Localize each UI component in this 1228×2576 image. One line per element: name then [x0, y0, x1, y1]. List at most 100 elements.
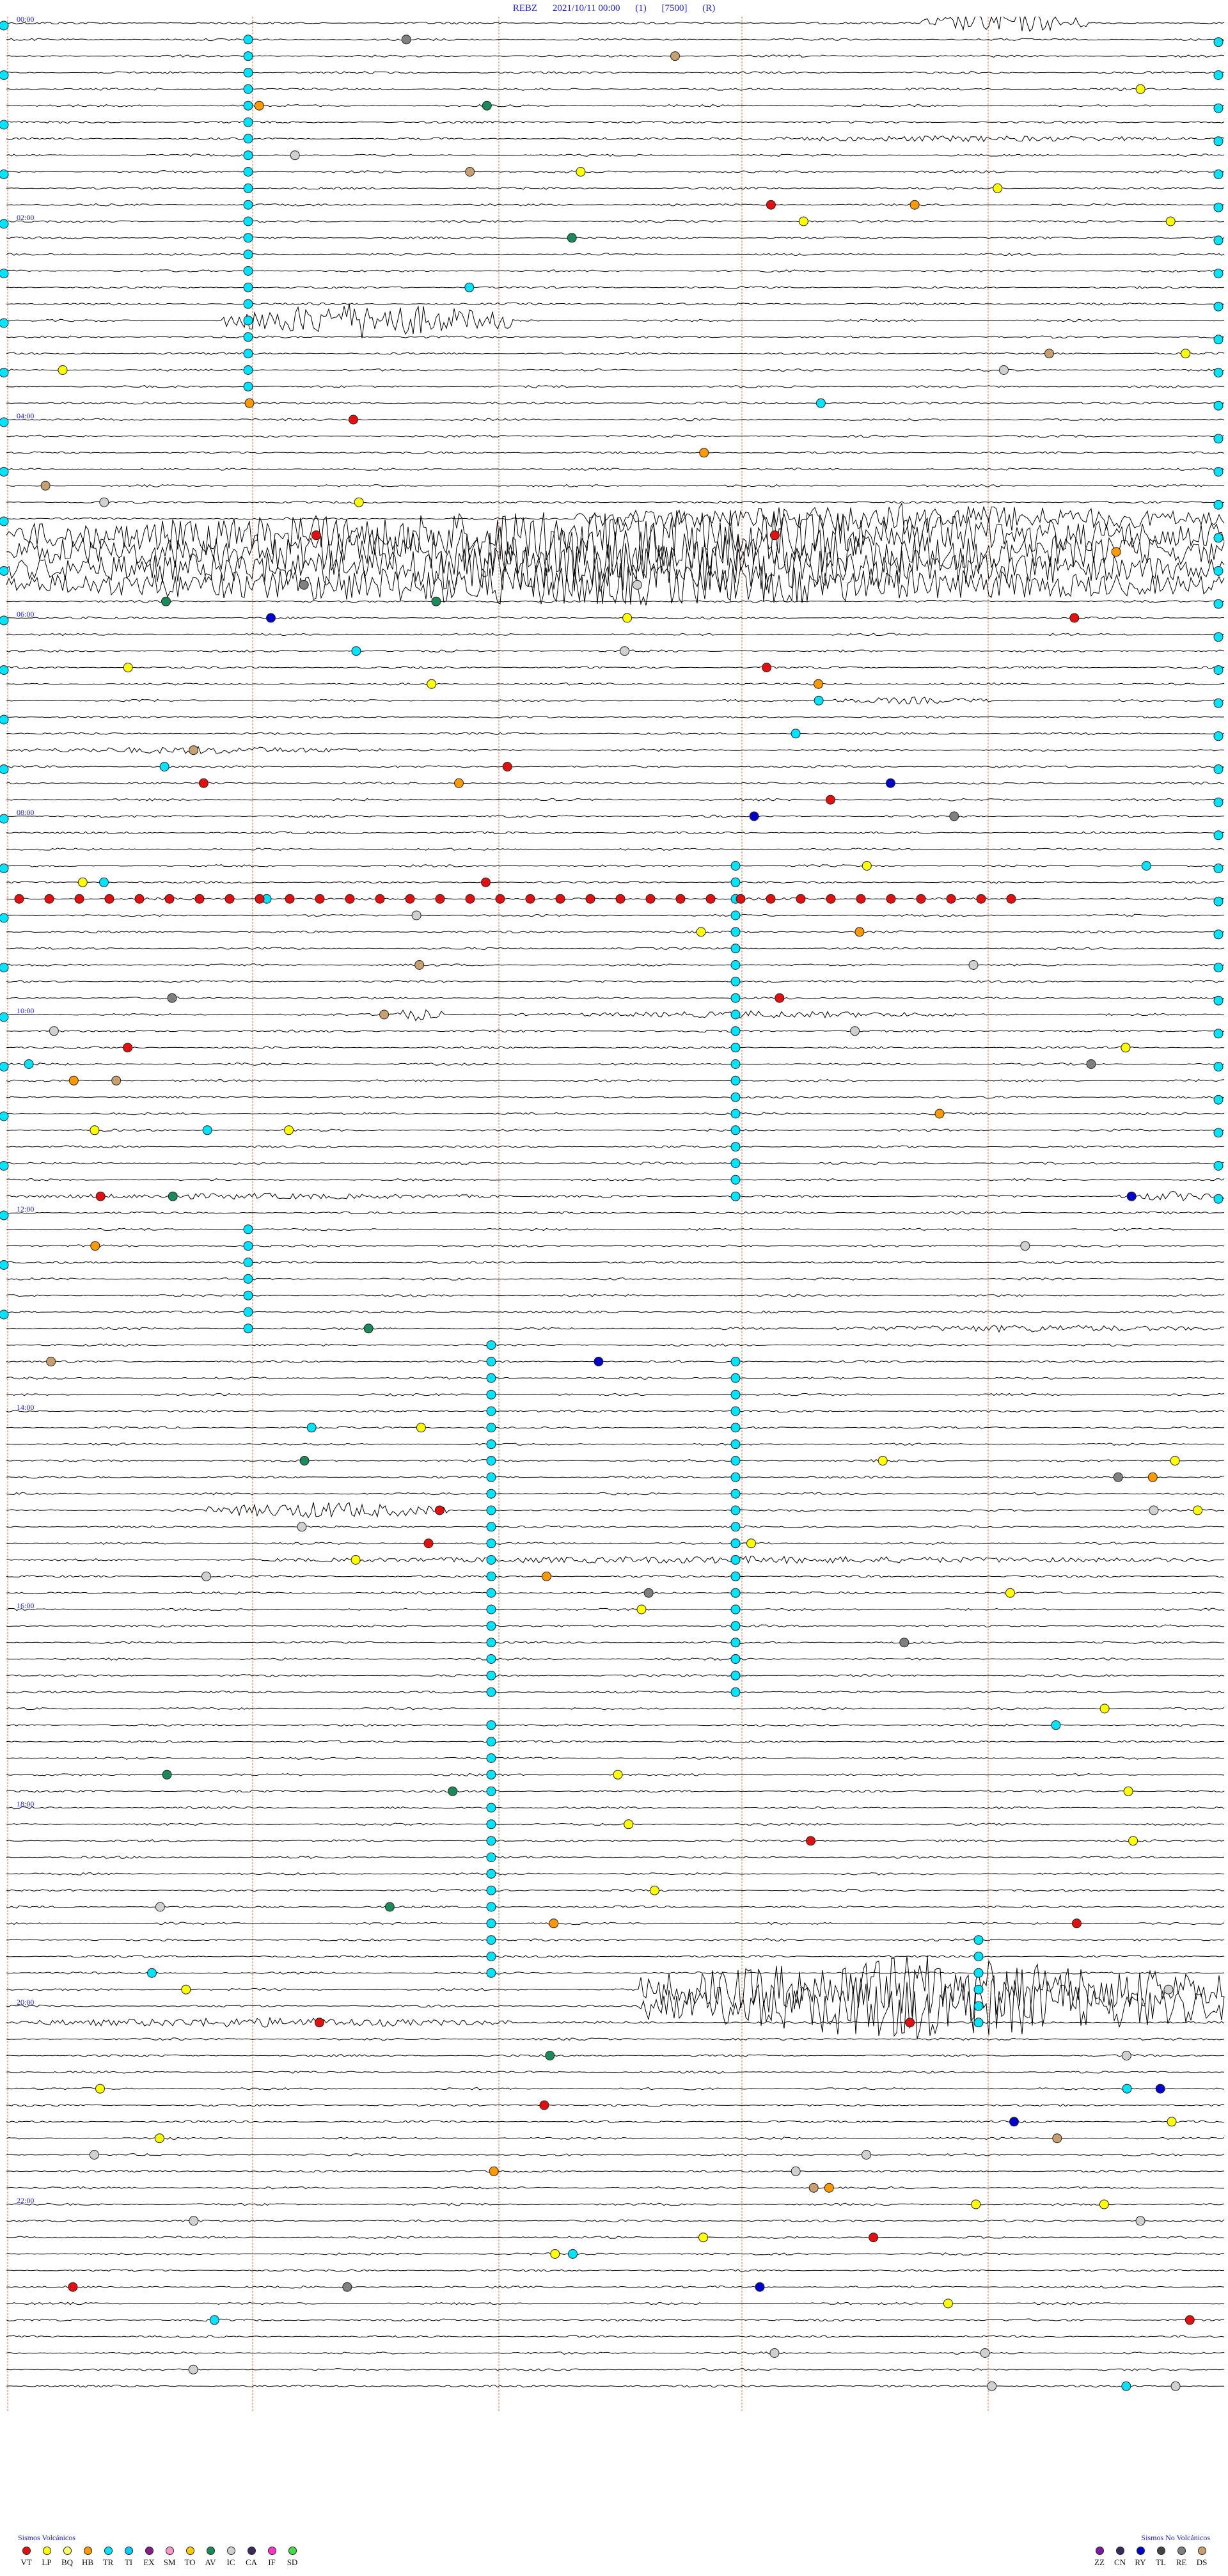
- event-marker: [423, 1538, 434, 1549]
- legend-item-ex: EX: [141, 2547, 157, 2568]
- event-marker: [1113, 1472, 1123, 1482]
- seismic-trace-line: [6, 831, 1224, 835]
- seismic-trace-line: [6, 1325, 1225, 1333]
- event-marker: [796, 894, 806, 904]
- event-marker: [1213, 202, 1224, 212]
- seismic-trace-line: [6, 120, 1225, 124]
- legend-code: RY: [1135, 2557, 1146, 2567]
- event-marker: [486, 1836, 496, 1846]
- seismic-trace-line: [6, 219, 1225, 223]
- seismic-trace-line: [6, 1009, 1225, 1022]
- flag: (R): [702, 3, 716, 13]
- legend-item-sm: SM: [161, 2547, 178, 2568]
- event-marker: [999, 365, 1009, 375]
- seismic-trace-line: [6, 2302, 1225, 2305]
- event-marker: [730, 1043, 741, 1053]
- event-marker: [314, 2018, 324, 2028]
- seismic-trace-line: [6, 418, 1225, 422]
- event-marker: [730, 1638, 741, 1648]
- event-marker: [973, 1952, 984, 1961]
- event-marker: [486, 1505, 496, 1515]
- seismic-trace-line: [6, 2285, 1225, 2289]
- legend-item-nv-zz: ZZ: [1091, 2547, 1108, 2568]
- seismic-trace-line: [6, 38, 1225, 42]
- event-marker: [1213, 1062, 1224, 1071]
- legend-item-lp: LP: [38, 2547, 55, 2568]
- event-marker: [525, 894, 535, 904]
- seismic-trace-line: [6, 2236, 1225, 2240]
- event-marker: [1213, 632, 1224, 642]
- event-marker: [730, 960, 741, 970]
- seismic-trace-line: [6, 87, 1225, 91]
- seismic-trace-line: [6, 285, 1225, 289]
- event-marker: [123, 1043, 133, 1053]
- seismic-trace-line: [6, 502, 1225, 535]
- event-marker: [189, 745, 199, 755]
- event-marker: [1213, 37, 1224, 47]
- legend-item-nv-ry: RY: [1132, 2547, 1149, 2568]
- event-marker: [1069, 613, 1080, 623]
- event-marker: [973, 1968, 984, 1978]
- seismic-trace-line: [6, 1046, 1225, 1050]
- seismic-trace-line: [6, 1029, 1225, 1033]
- event-marker: [909, 200, 920, 210]
- seismic-trace-line: [6, 562, 1225, 606]
- seismic-trace-line: [6, 2252, 1225, 2256]
- legend-item-nv-ds: DS: [1193, 2547, 1210, 2568]
- event-marker: [730, 1174, 741, 1185]
- seismic-trace-line: [6, 1888, 1225, 1892]
- event-marker: [384, 1902, 395, 1912]
- event-marker: [0, 219, 9, 229]
- event-marker: [636, 1604, 647, 1615]
- event-marker: [147, 1968, 157, 1978]
- legend-code: IC: [226, 2557, 235, 2567]
- seismic-trace-line: [6, 745, 1225, 754]
- event-marker: [730, 1092, 741, 1102]
- legend-dot-icon: [42, 2547, 51, 2555]
- event-marker: [89, 2150, 99, 2160]
- event-marker: [1086, 1059, 1096, 1069]
- event-marker: [486, 1621, 496, 1631]
- event-markers: [0, 20, 1224, 2391]
- event-marker: [730, 1654, 741, 1664]
- legend-code: TI: [124, 2557, 133, 2567]
- legend-dot-icon: [226, 2547, 235, 2555]
- event-marker: [489, 2166, 499, 2176]
- event-marker: [159, 762, 169, 771]
- event-marker: [1121, 1043, 1131, 1053]
- seismic-trace-line: [6, 2351, 1225, 2355]
- event-marker: [730, 1621, 741, 1631]
- seismic-trace-line: [6, 384, 1225, 388]
- event-marker: [542, 1571, 551, 1581]
- event-marker: [354, 497, 364, 507]
- seismic-trace-line: [6, 451, 1225, 455]
- event-marker: [0, 913, 9, 923]
- event-marker: [905, 2018, 915, 2028]
- legend-nonvolcanic-title: Sismos No Volcánicos: [1141, 2533, 1210, 2542]
- seismic-trace-line: [6, 1757, 1225, 1760]
- seismic-trace-line: [6, 1178, 1225, 1181]
- legend-dot-icon: [1177, 2547, 1186, 2555]
- event-marker: [730, 1373, 741, 1383]
- event-marker: [243, 200, 253, 210]
- event-marker: [1006, 894, 1016, 904]
- seismic-trace-line: [6, 2016, 1225, 2028]
- event-marker: [1213, 70, 1224, 80]
- event-marker: [850, 1026, 860, 1036]
- event-marker: [567, 233, 577, 243]
- event-marker: [0, 715, 9, 725]
- event-marker: [243, 183, 253, 193]
- seismic-trace-line: [6, 1393, 1225, 1396]
- legend-code: SD: [287, 2557, 298, 2567]
- event-marker: [806, 1836, 815, 1846]
- event-marker: [243, 68, 253, 77]
- event-marker: [670, 51, 680, 61]
- seismic-trace-line: [6, 765, 1225, 768]
- seismic-trace-line: [6, 1525, 1225, 1529]
- event-marker: [0, 1012, 9, 1022]
- event-marker: [1121, 2051, 1131, 2060]
- event-marker: [243, 84, 253, 94]
- event-marker: [0, 1062, 9, 1071]
- event-marker: [502, 762, 512, 771]
- legend-item-ca: CA: [243, 2547, 260, 2568]
